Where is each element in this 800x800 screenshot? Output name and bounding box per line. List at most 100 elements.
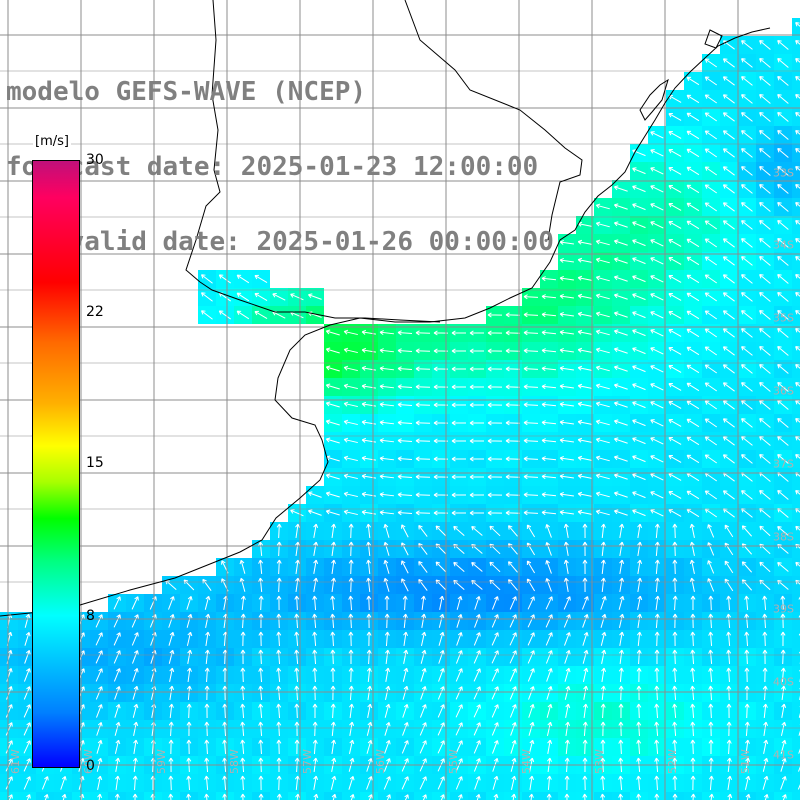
wind-arrow [240, 595, 246, 611]
wind-arrow [240, 739, 246, 755]
wind-arrow [654, 559, 660, 575]
wind-arrow [600, 523, 606, 539]
colorbar-tick-0: 0 [86, 758, 95, 774]
wind-arrow [455, 704, 463, 718]
wind-arrow [420, 667, 427, 682]
wind-arrow [113, 596, 121, 610]
wind-arrow [523, 402, 539, 408]
wind-arrow [690, 649, 696, 665]
wind-arrow [632, 383, 646, 391]
wind-speed-cell [378, 792, 396, 800]
wind-arrow [348, 559, 354, 575]
wind-speed-cell [792, 288, 800, 306]
wind-arrow [777, 94, 789, 104]
wind-arrow [650, 275, 664, 283]
wind-arrow [276, 613, 282, 629]
wind-arrow [559, 329, 574, 335]
wind-arrow [704, 58, 718, 68]
wind-arrow [654, 703, 660, 719]
wind-arrow [744, 721, 750, 737]
wind-arrow [613, 257, 628, 264]
wind-arrow [704, 238, 718, 248]
wind-arrow [254, 310, 268, 319]
wind-arrow [795, 525, 800, 531]
wind-arrow [686, 382, 700, 392]
wind-arrow [726, 667, 732, 683]
wind-arrow [132, 685, 139, 700]
wind-arrow [563, 596, 571, 610]
wind-arrow [168, 739, 174, 755]
wind-arrow [23, 668, 31, 682]
wind-arrow [708, 667, 714, 683]
wind-arrow [708, 739, 714, 755]
wind-arrow [420, 631, 427, 646]
wind-arrow [294, 685, 300, 701]
wind-arrow [385, 649, 390, 665]
wind-arrow [741, 454, 753, 464]
wind-arrow [650, 419, 664, 427]
wind-arrow [415, 438, 431, 444]
wind-speed-cell [792, 162, 800, 180]
wind-arrow [704, 400, 718, 410]
wind-speed-cell [792, 36, 800, 54]
lon-label-55w: 55W [447, 749, 460, 774]
wind-arrow [331, 793, 337, 800]
wind-arrow [529, 775, 535, 790]
wind-speed-cell [792, 414, 800, 432]
wind-arrow [511, 793, 517, 800]
wind-arrow [632, 329, 646, 337]
wind-arrow [473, 704, 481, 718]
wind-arrow [95, 632, 103, 646]
wind-arrow [330, 649, 336, 665]
wind-arrow [204, 667, 210, 683]
wind-arrow [415, 474, 431, 480]
wind-arrow [397, 366, 413, 372]
wind-arrow [379, 510, 395, 516]
wind-arrow [780, 595, 786, 611]
wind-arrow [613, 293, 628, 300]
wind-arrow [759, 220, 771, 230]
wind-speed-cell [792, 396, 800, 414]
wind-arrow [689, 577, 695, 592]
wind-arrow [505, 474, 521, 480]
wind-arrow [618, 775, 624, 791]
wind-arrow [473, 722, 481, 736]
wind-arrow [636, 775, 642, 791]
wind-arrow [186, 721, 192, 737]
wind-arrow [451, 456, 467, 462]
wind-arrow [330, 595, 336, 611]
wind-arrow [418, 542, 428, 555]
wind-arrow [239, 577, 246, 592]
wind-arrow [595, 383, 610, 390]
wind-arrow [379, 438, 395, 444]
wind-arrow [632, 419, 646, 427]
wind-arrow [5, 722, 13, 736]
wind-arrow [668, 418, 682, 427]
wind-speed-cell [792, 432, 800, 450]
wind-arrow [475, 793, 481, 800]
wind-arrow [343, 509, 358, 516]
wind-arrow [690, 793, 696, 800]
wind-arrow [780, 649, 786, 665]
wind-arrow [348, 523, 354, 539]
wind-arrow [559, 437, 574, 443]
wind-arrow [777, 76, 789, 86]
wind-speed-cell [792, 648, 800, 666]
wind-arrow [726, 739, 732, 755]
wind-arrow [762, 667, 768, 683]
wind-arrow [637, 577, 643, 592]
wind-arrow [325, 329, 340, 336]
wind-arrow [559, 491, 574, 497]
wind-speed-cell [792, 198, 800, 216]
wind-arrow [724, 560, 734, 574]
wind-arrow [668, 238, 682, 247]
lat-label-37s: 37S [773, 457, 794, 471]
wind-arrow [726, 649, 732, 665]
wind-arrow [780, 776, 787, 790]
wind-arrow [24, 650, 31, 664]
wind-arrow [361, 401, 376, 407]
wind-arrow [762, 775, 769, 790]
wind-arrow [397, 330, 413, 336]
wind-arrow [759, 166, 771, 176]
wind-arrow [707, 524, 715, 538]
